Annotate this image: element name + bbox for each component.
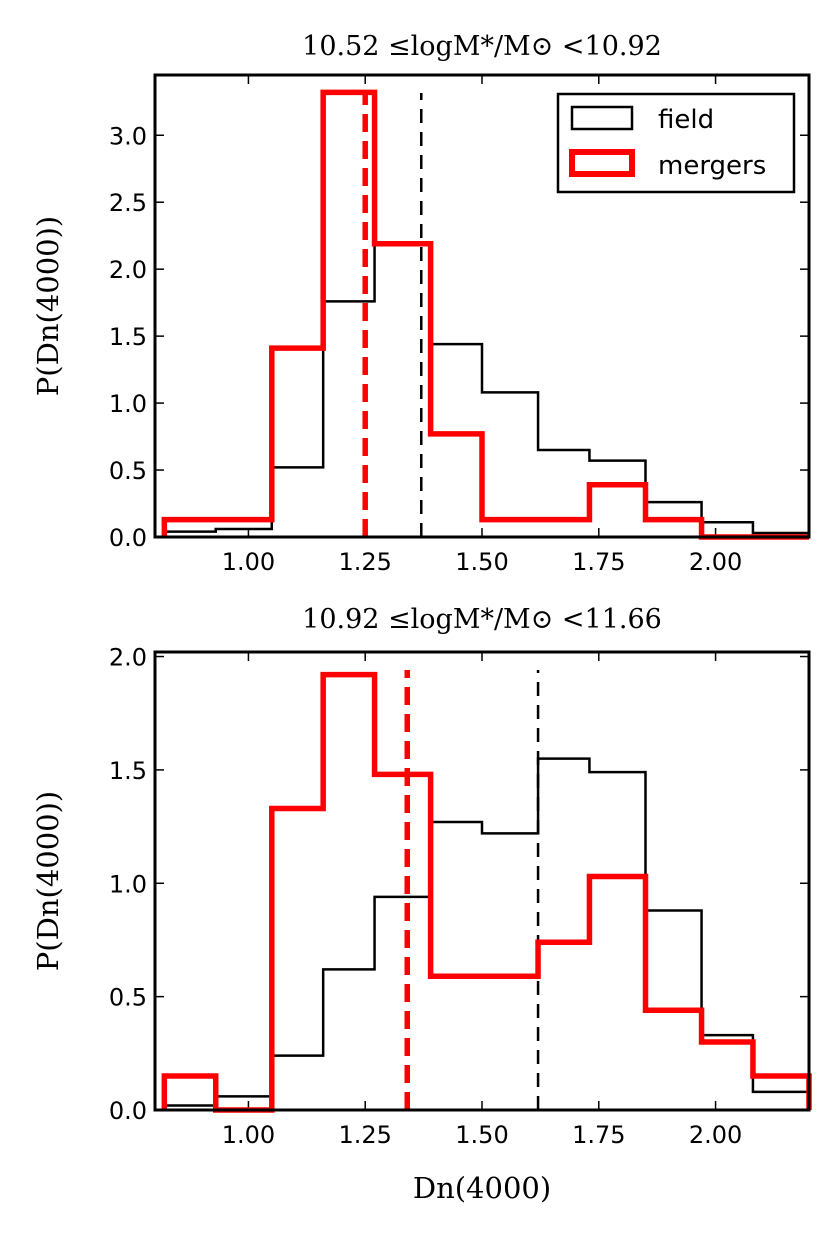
ytick-label: 0.5 [109,984,147,1012]
panel-top-frame [153,73,811,539]
ytick-label: 1.5 [109,323,147,351]
legend-mergers-swatch [569,149,635,177]
xtick-label: 1.00 [222,1121,275,1149]
ytick-label: 3.0 [109,122,147,150]
panel-top-mergers-series [161,89,809,540]
xtick-label: 1.25 [338,548,391,576]
field-histogram-step [163,242,811,537]
panel-top-tick-labels: 1.00 1.25 1.50 1.75 2.00 0.0 0.5 1.0 1.5 2.0 2.5 3.… [109,122,742,576]
ytick-label: 1.0 [109,390,147,418]
legend-field-swatch [570,105,634,131]
panel-bottom-mergers-series [161,670,812,1113]
xtick-label: 1.50 [455,1121,508,1149]
xtick-label: 2.00 [689,1121,742,1149]
field-histogram-step [163,757,811,1110]
ytick-label: 2.0 [109,256,147,284]
legend: field mergers [556,92,796,194]
legend-mergers-label: mergers [658,151,766,181]
panel-bottom-frame [153,650,811,1112]
xtick-label: 1.75 [572,548,625,576]
panel-bottom-tick-labels: 1.00 1.25 1.50 1.75 2.00 0.0 0.5 1.0 1.5 2.0 [109,644,742,1149]
xtick-label: 1.50 [455,548,508,576]
ytick-label: 0.0 [109,524,147,552]
ytick-label: 2.5 [109,189,147,217]
panel-bottom-ylabel: P(Dn(4000)) [31,791,65,972]
panel-top-ylabel: P(Dn(4000)) [31,216,65,397]
ytick-label: 2.0 [109,644,147,672]
ytick-label: 0.5 [109,457,147,485]
legend-field-label: field [658,105,714,135]
panel-top: 10.52 ≤logM*/M⊙ <10.92 P(Dn(4000)) 1.00 1… [31,31,811,576]
panel-top-title: 10.52 ≤logM*/M⊙ <10.92 [302,31,662,62]
ytick-label: 1.5 [109,757,147,785]
ytick-label: 0.0 [109,1097,147,1125]
ytick-label: 1.0 [109,870,147,898]
xtick-label: 1.25 [338,1121,391,1149]
panel-bottom: 10.92 ≤logM*/M⊙ <11.66 P(Dn(4000)) Dn(40… [31,604,812,1205]
mergers-histogram-step [161,89,809,540]
xtick-label: 1.00 [222,548,275,576]
panel-bottom-xlabel: Dn(4000) [413,1171,551,1205]
mergers-histogram-step [161,671,812,1113]
xtick-label: 1.75 [572,1121,625,1149]
xtick-label: 2.00 [689,548,742,576]
panel-bottom-title: 10.92 ≤logM*/M⊙ <11.66 [302,604,662,635]
